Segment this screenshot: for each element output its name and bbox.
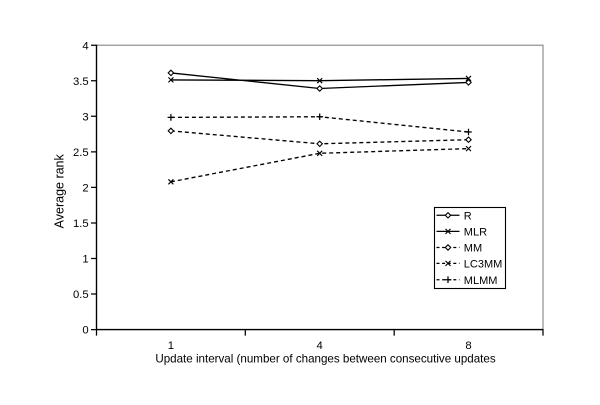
svg-text:MLR: MLR	[464, 227, 487, 239]
svg-text:3: 3	[82, 111, 88, 123]
svg-text:2: 2	[82, 183, 88, 195]
svg-text:Average rank: Average rank	[53, 153, 67, 228]
svg-text:MLMM: MLMM	[464, 275, 498, 287]
svg-text:MM: MM	[464, 243, 482, 255]
svg-text:2.5: 2.5	[73, 147, 89, 159]
svg-text:8: 8	[465, 340, 471, 352]
svg-text:4: 4	[317, 340, 323, 352]
svg-text:1.5: 1.5	[73, 218, 89, 230]
svg-text:LC3MM: LC3MM	[464, 259, 503, 271]
svg-text:R: R	[464, 210, 472, 222]
svg-text:1: 1	[168, 340, 174, 352]
svg-text:0: 0	[82, 325, 88, 337]
svg-text:4: 4	[82, 40, 88, 52]
svg-text:Update interval (number of cha: Update interval (number of changes betwe…	[155, 353, 495, 366]
svg-text:3.5: 3.5	[73, 76, 89, 88]
svg-text:0.5: 0.5	[73, 289, 89, 301]
svg-text:1: 1	[82, 254, 88, 266]
